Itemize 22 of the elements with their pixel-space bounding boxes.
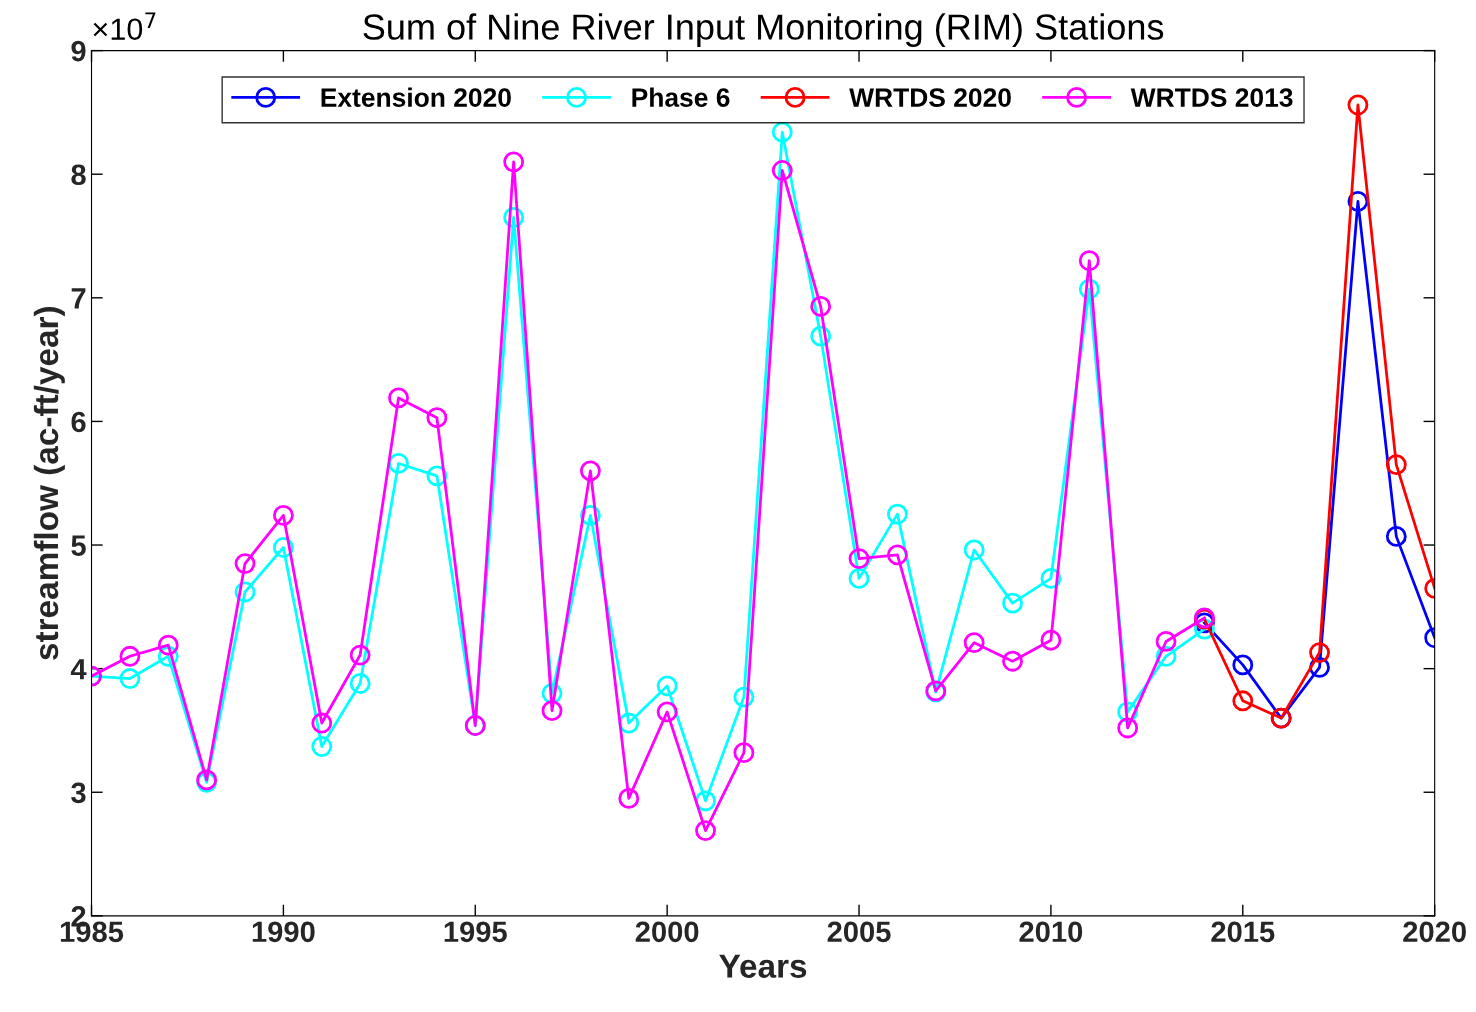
x-tick-label: 2015 <box>1211 921 1275 943</box>
y-tick-label: 8 <box>71 164 86 186</box>
legend-label: WRTDS 2020 <box>849 88 1011 107</box>
x-tick-label: 1990 <box>252 921 315 943</box>
y-tick-label: 9 <box>71 40 86 62</box>
legend-label: Extension 2020 <box>321 87 511 107</box>
x-tick-label: 1995 <box>444 921 507 943</box>
text: ×10$^{7}$ <box>93 12 156 41</box>
x-tick-label: 2020 <box>1403 921 1466 943</box>
legend-label: WRTDS 2013 <box>1130 88 1293 107</box>
y-tick-label: 7 <box>71 288 86 309</box>
y-tick-label: 3 <box>71 782 86 804</box>
y-axis-title: streamflow (ac-ft/year) <box>33 307 65 660</box>
x-tick-label: 2000 <box>635 921 699 943</box>
x-axis-title: Years <box>719 954 807 978</box>
legend-label: Phase 6 <box>632 87 730 107</box>
chart-title: Sum of Nine River Input Monitoring (RIM) Stations <box>363 13 1164 47</box>
y-tick-label: 4 <box>70 659 87 680</box>
y-tick-label: 6 <box>71 411 86 433</box>
x-tick-label: 2005 <box>827 921 891 943</box>
x-tick-label: 2010 <box>1019 921 1083 943</box>
y-tick-label: 5 <box>71 535 86 556</box>
